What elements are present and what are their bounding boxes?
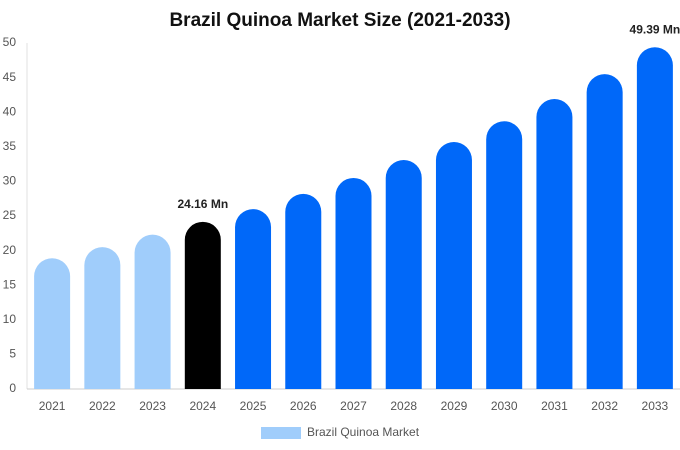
y-tick-label: 25 — [3, 208, 17, 222]
bar — [285, 193, 322, 389]
value-label: 24.16 Mn — [177, 197, 228, 211]
y-tick-label: 50 — [3, 35, 17, 49]
x-tick-label: 2030 — [491, 399, 518, 413]
x-tick-label: 2021 — [39, 399, 66, 413]
bar — [536, 99, 573, 389]
y-tick-label: 30 — [3, 174, 17, 188]
x-tick-label: 2023 — [139, 399, 166, 413]
y-tick-label: 0 — [9, 381, 16, 395]
x-tick-label: 2026 — [290, 399, 317, 413]
x-tick-label: 2029 — [441, 399, 468, 413]
y-tick-label: 10 — [3, 312, 17, 326]
bar — [385, 159, 422, 389]
y-tick-label: 40 — [3, 104, 17, 118]
bar — [184, 221, 221, 389]
x-tick-label: 2024 — [189, 399, 216, 413]
x-tick-label: 2031 — [541, 399, 568, 413]
bar — [34, 258, 71, 389]
bar — [435, 141, 472, 389]
x-tick-label: 2028 — [390, 399, 417, 413]
bar — [586, 74, 623, 389]
x-tick-label: 2027 — [340, 399, 367, 413]
y-tick-label: 45 — [3, 70, 17, 84]
bar — [486, 121, 523, 390]
bar — [84, 247, 121, 389]
bar — [335, 177, 372, 389]
legend-swatch — [261, 427, 301, 439]
y-tick-label: 5 — [9, 347, 16, 361]
chart-title: Brazil Quinoa Market Size (2021-2033) — [169, 10, 510, 31]
bar — [235, 209, 272, 389]
y-tick-label: 20 — [3, 243, 17, 257]
x-tick-label: 2022 — [89, 399, 116, 413]
bar — [636, 47, 673, 390]
value-label: 49.39 Mn — [630, 22, 680, 36]
y-tick-label: 35 — [3, 139, 17, 153]
legend-label: Brazil Quinoa Market — [307, 425, 420, 439]
y-tick-label: 15 — [3, 277, 17, 291]
bar — [134, 234, 171, 389]
x-tick-label: 2033 — [642, 399, 669, 413]
x-tick-label: 2025 — [240, 399, 267, 413]
x-tick-label: 2032 — [591, 399, 618, 413]
